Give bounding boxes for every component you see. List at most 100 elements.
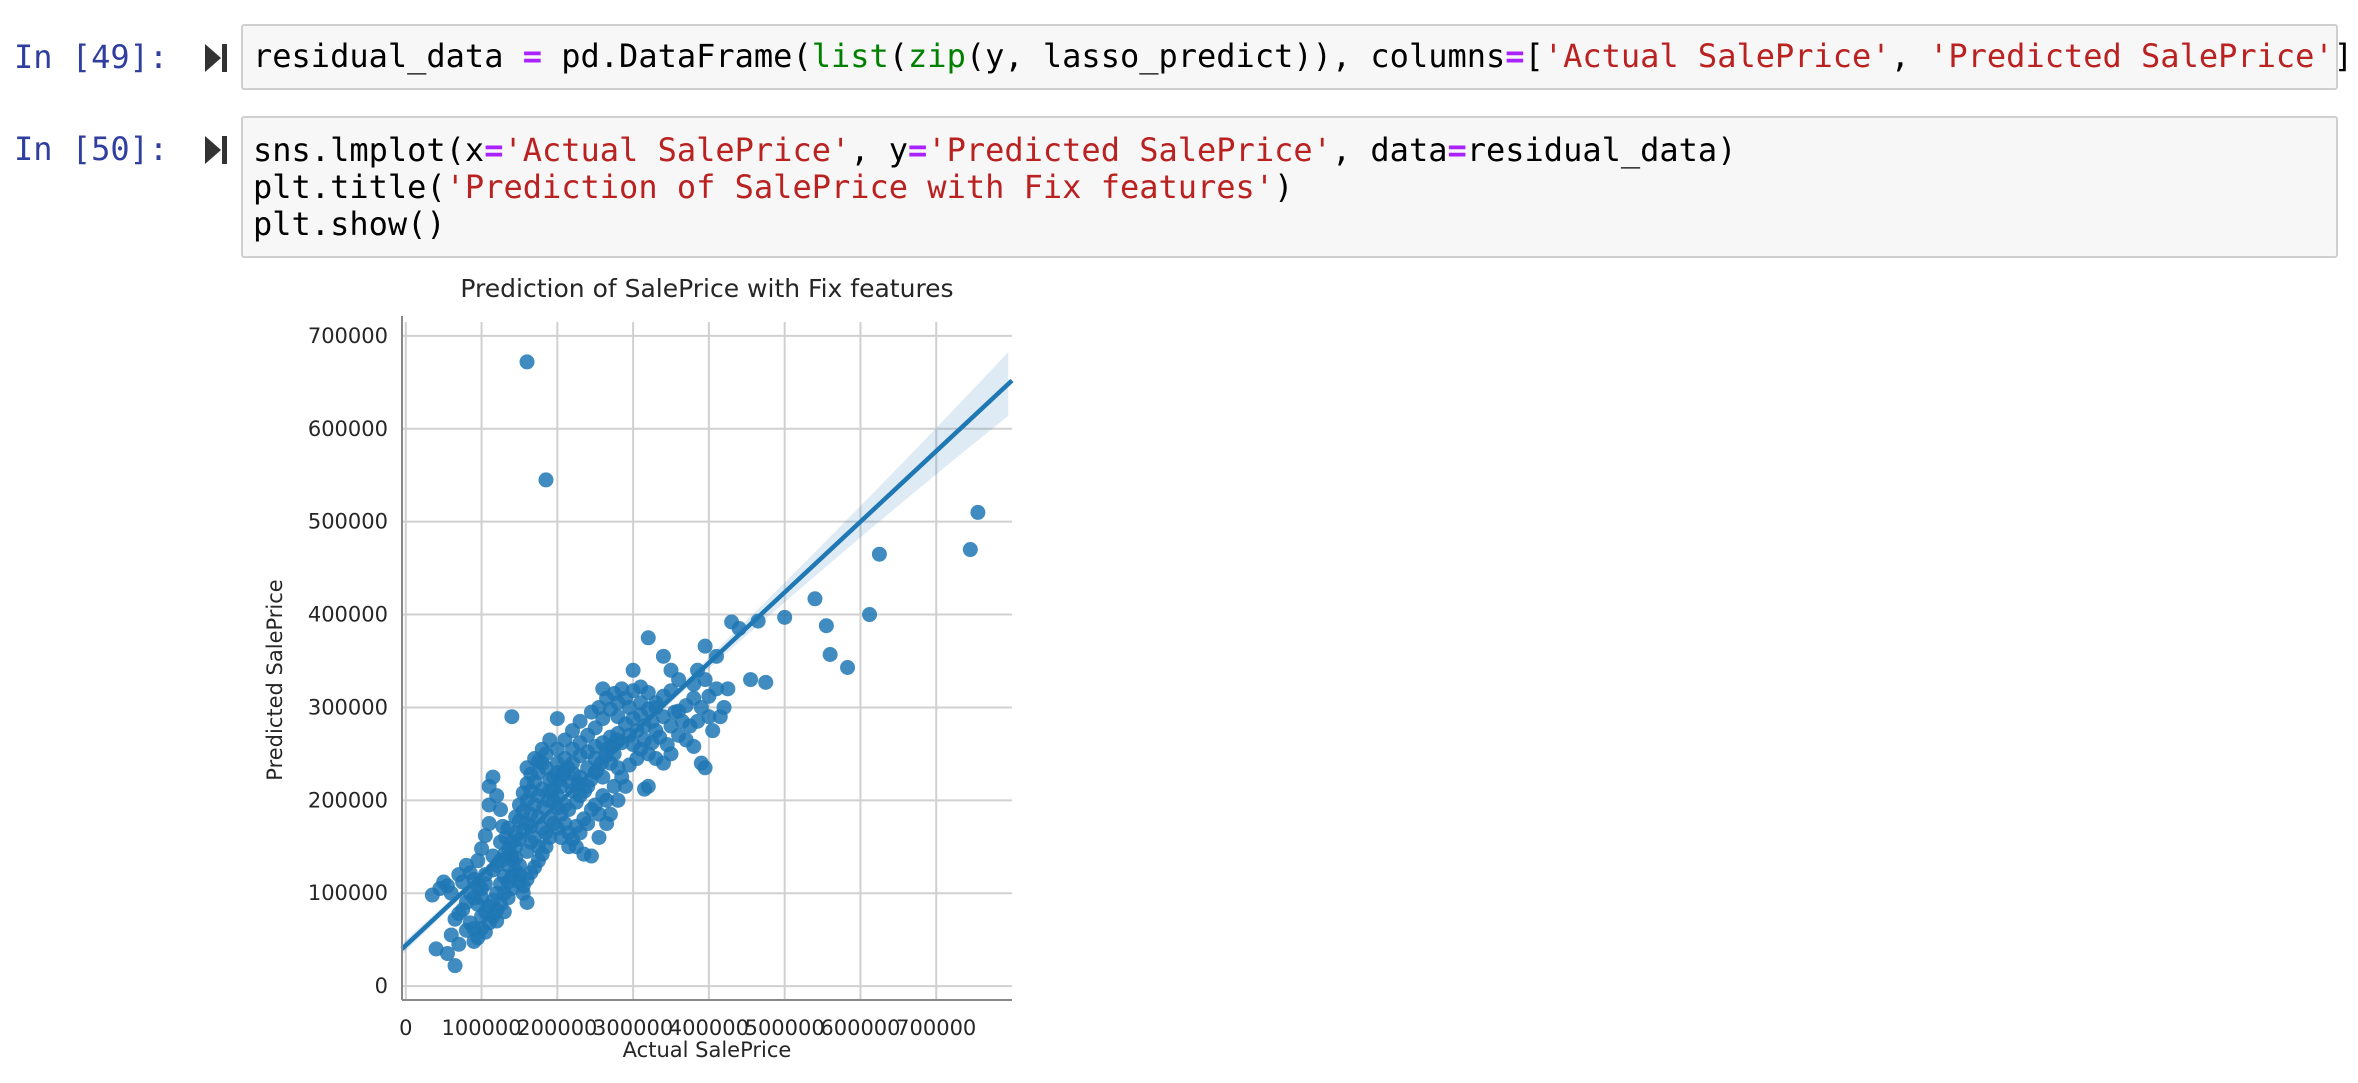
data-point bbox=[549, 711, 565, 727]
data-point bbox=[962, 542, 978, 558]
code-line: sns.lmplot(x='Actual SalePrice', y='Pred… bbox=[253, 132, 1736, 169]
data-point bbox=[485, 769, 501, 785]
code-token: = bbox=[522, 37, 542, 75]
data-point bbox=[591, 806, 607, 822]
code-token: zip bbox=[908, 37, 966, 75]
code-token: = bbox=[1505, 37, 1525, 75]
data-point bbox=[519, 894, 535, 910]
data-point bbox=[561, 839, 577, 855]
data-point bbox=[840, 660, 856, 676]
data-point bbox=[508, 850, 524, 866]
x-tick-label: 400000 bbox=[669, 1016, 749, 1040]
data-point bbox=[629, 751, 645, 767]
data-point bbox=[493, 802, 509, 818]
data-point bbox=[577, 783, 593, 799]
code-token: = bbox=[484, 131, 504, 169]
data-point bbox=[610, 709, 626, 725]
data-point bbox=[708, 681, 724, 697]
data-point bbox=[443, 927, 459, 943]
data-point bbox=[511, 797, 527, 813]
code-token: 'Prediction of SalePrice with Fix featur… bbox=[445, 168, 1275, 206]
data-point bbox=[614, 769, 630, 785]
code-token: 'Actual SalePrice' bbox=[503, 131, 851, 169]
data-point bbox=[599, 792, 615, 808]
chart-title: Prediction of SalePrice with Fix feature… bbox=[460, 274, 953, 303]
code-token: = bbox=[908, 131, 928, 169]
cell-prompt: In [49]: bbox=[14, 38, 169, 76]
x-tick-label: 500000 bbox=[745, 1016, 825, 1040]
data-point bbox=[818, 618, 834, 634]
data-point bbox=[614, 681, 630, 697]
data-point bbox=[493, 834, 509, 850]
x-tick-label: 600000 bbox=[820, 1016, 900, 1040]
code-token: , bbox=[1890, 37, 1930, 75]
code-cell-input[interactable]: sns.lmplot(x='Actual SalePrice', y='Pred… bbox=[241, 116, 2338, 258]
data-point bbox=[871, 546, 887, 562]
code-token: residual_data) bbox=[1466, 131, 1737, 169]
data-point bbox=[458, 857, 474, 873]
data-point bbox=[862, 607, 878, 623]
y-tick-label: 100000 bbox=[308, 881, 388, 905]
data-point bbox=[720, 681, 736, 697]
data-point bbox=[489, 788, 505, 804]
code-token: list bbox=[811, 37, 889, 75]
y-tick-label: 300000 bbox=[308, 695, 388, 719]
data-point bbox=[572, 713, 588, 729]
data-point bbox=[659, 737, 675, 753]
y-tick-label: 400000 bbox=[308, 603, 388, 627]
code-token: 'Predicted SalePrice' bbox=[927, 131, 1332, 169]
y-tick-label: 600000 bbox=[308, 417, 388, 441]
regression-line-path bbox=[400, 378, 1014, 951]
data-point bbox=[636, 781, 652, 797]
data-point bbox=[777, 609, 793, 625]
data-point bbox=[621, 699, 637, 715]
data-point bbox=[610, 792, 626, 808]
y-tick-label: 700000 bbox=[308, 324, 388, 348]
data-point bbox=[546, 816, 562, 832]
run-cell-icon[interactable] bbox=[204, 43, 228, 73]
data-point bbox=[519, 354, 535, 370]
axes: 0100000200000300000400000500000600000700… bbox=[308, 316, 1012, 1040]
data-point bbox=[432, 881, 448, 897]
x-axis-label: Actual SalePrice bbox=[623, 1038, 792, 1062]
y-tick-label: 500000 bbox=[308, 510, 388, 534]
data-point bbox=[470, 853, 486, 869]
data-point bbox=[758, 674, 774, 690]
data-point bbox=[633, 695, 649, 711]
data-point bbox=[591, 829, 607, 845]
y-axis-label: Predicted SalePrice bbox=[263, 579, 287, 780]
data-point bbox=[481, 816, 497, 832]
x-tick-label: 300000 bbox=[593, 1016, 673, 1040]
code-token: [ bbox=[1524, 37, 1544, 75]
regression-line bbox=[400, 378, 1014, 951]
data-point bbox=[655, 648, 671, 664]
code-token: 'Predicted SalePrice' bbox=[1929, 37, 2334, 75]
data-point bbox=[447, 958, 463, 974]
data-point bbox=[693, 699, 709, 715]
data-point bbox=[625, 662, 641, 678]
data-point bbox=[538, 472, 554, 488]
data-point bbox=[530, 839, 546, 855]
run-cell-icon[interactable] bbox=[204, 135, 228, 165]
code-token: = bbox=[1447, 131, 1467, 169]
code-line: plt.title('Prediction of SalePrice with … bbox=[253, 169, 1293, 206]
data-point bbox=[500, 890, 516, 906]
code-token: residual_data bbox=[253, 37, 523, 75]
code-cell-input[interactable]: residual_data = pd.DataFrame(list(zip(y,… bbox=[241, 24, 2358, 90]
x-tick-label: 0 bbox=[399, 1016, 412, 1040]
data-point bbox=[640, 685, 656, 701]
x-tick-label: 100000 bbox=[441, 1016, 521, 1040]
code-token: plt.title( bbox=[253, 168, 446, 206]
data-point bbox=[655, 755, 671, 771]
data-point bbox=[462, 915, 478, 931]
y-tick-label: 0 bbox=[375, 974, 388, 998]
data-point bbox=[697, 672, 713, 688]
data-point bbox=[428, 941, 444, 957]
x-tick-label: 700000 bbox=[896, 1016, 976, 1040]
grid bbox=[402, 322, 1012, 1000]
data-point bbox=[439, 946, 455, 962]
data-point bbox=[474, 841, 490, 857]
data-point bbox=[474, 890, 490, 906]
data-point bbox=[644, 735, 660, 751]
data-point bbox=[580, 816, 596, 832]
